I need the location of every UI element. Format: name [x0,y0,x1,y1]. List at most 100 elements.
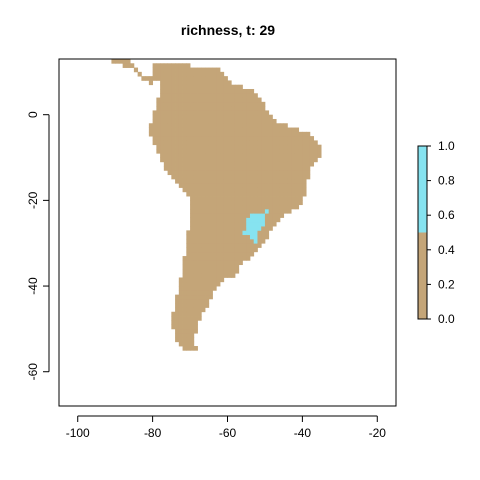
richness-cell-low [182,307,187,313]
richness-cell-low [261,238,266,244]
richness-cell-low [171,101,176,107]
richness-cell-low [246,118,251,124]
richness-cell-low [249,243,255,248]
richness-cell-low [261,161,266,167]
richness-cell-low [287,140,292,146]
richness-cell-low [156,136,161,141]
richness-cell-low [175,174,180,180]
richness-cell-low [167,166,172,171]
richness-cell-low [190,80,195,86]
richness-cell-low [309,140,315,146]
richness-cell-low [276,144,281,150]
richness-cell-low [205,71,210,77]
richness-cell-low [227,114,232,120]
richness-cell-low [193,256,198,261]
richness-cell-low [283,187,288,193]
richness-cell-low [272,221,277,227]
richness-cell-low [182,170,187,176]
richness-cell-low [279,204,285,210]
richness-cell-low [160,93,165,98]
richness-cell-low [182,328,187,334]
richness-cell-low [223,187,228,193]
richness-cell-low [264,148,270,154]
richness-cell-low [246,170,251,176]
richness-cell-low [227,157,232,163]
richness-cell-low [193,213,198,218]
richness-cell-low [186,251,191,257]
richness-cell-low [201,294,206,300]
richness-cell-low [186,76,191,81]
richness-cell-low [178,303,183,308]
richness-cell-low [197,298,202,304]
richness-cell-low [175,294,180,300]
richness-cell-low [227,230,232,236]
richness-cell-low [291,161,296,167]
richness-cell-low [193,67,198,73]
richness-cell-low [246,234,251,240]
richness-cell-low [317,153,322,158]
richness-cell-low [167,67,172,73]
richness-cell-low [298,140,303,146]
richness-cell-low [238,84,243,90]
richness-cell-low [272,123,277,128]
richness-cell-low [268,187,273,193]
richness-cell-high [249,230,255,236]
richness-cell-low [205,298,210,304]
richness-cell-low [231,114,236,120]
richness-cell-low [231,264,236,270]
richness-cell-low [264,136,270,141]
richness-cell-low [205,234,210,240]
richness-cell-low [216,71,221,77]
legend-band [418,232,427,319]
richness-cell-low [193,101,198,107]
richness-cell-low [234,217,240,223]
richness-cell-low [238,234,243,240]
richness-cell-low [220,118,225,124]
richness-cell-low [171,76,176,81]
richness-cell-low [264,187,270,193]
richness-cell-low [186,123,191,128]
richness-cell-low [175,148,180,154]
richness-cell-low [178,118,183,124]
richness-cell-low [190,260,195,266]
richness-cell-low [212,281,217,287]
richness-cell-low [231,178,236,184]
richness-cell-low [276,213,281,218]
richness-cell-low [272,118,277,124]
richness-cell-low [220,268,225,274]
richness-cell-low [208,183,213,188]
richness-cell-low [238,153,243,158]
richness-cell-low [220,226,225,231]
richness-cell-low [276,191,281,197]
richness-cell-low [249,136,255,141]
richness-cell-low [186,230,191,236]
richness-cell-low [253,187,258,193]
richness-cell-low [171,148,176,154]
richness-cell-low [223,260,228,266]
richness-cell-low [261,208,266,214]
richness-cell-high [249,221,255,227]
richness-cell-low [238,161,243,167]
richness-cell-low [152,140,157,146]
richness-cell-low [212,127,217,133]
richness-cell-low [190,183,195,188]
richness-cell-low [306,136,311,141]
richness-cell-low [220,230,225,236]
richness-cell-low [201,187,206,193]
richness-cell-low [193,76,198,81]
richness-cell-low [167,140,172,146]
richness-cell-low [167,110,172,116]
richness-cell-low [205,183,210,188]
richness-cell-low [238,136,243,141]
richness-cell-low [249,106,255,111]
richness-cell-low [238,251,243,257]
richness-cell-low [197,256,202,261]
richness-cell-low [201,118,206,124]
richness-cell-low [182,178,187,184]
richness-cell-low [193,298,198,304]
richness-cell-low [190,346,195,351]
richness-cell-low [212,106,217,111]
richness-cell-low [261,153,266,158]
richness-cell-low [201,281,206,287]
richness-cell-high [257,213,262,218]
